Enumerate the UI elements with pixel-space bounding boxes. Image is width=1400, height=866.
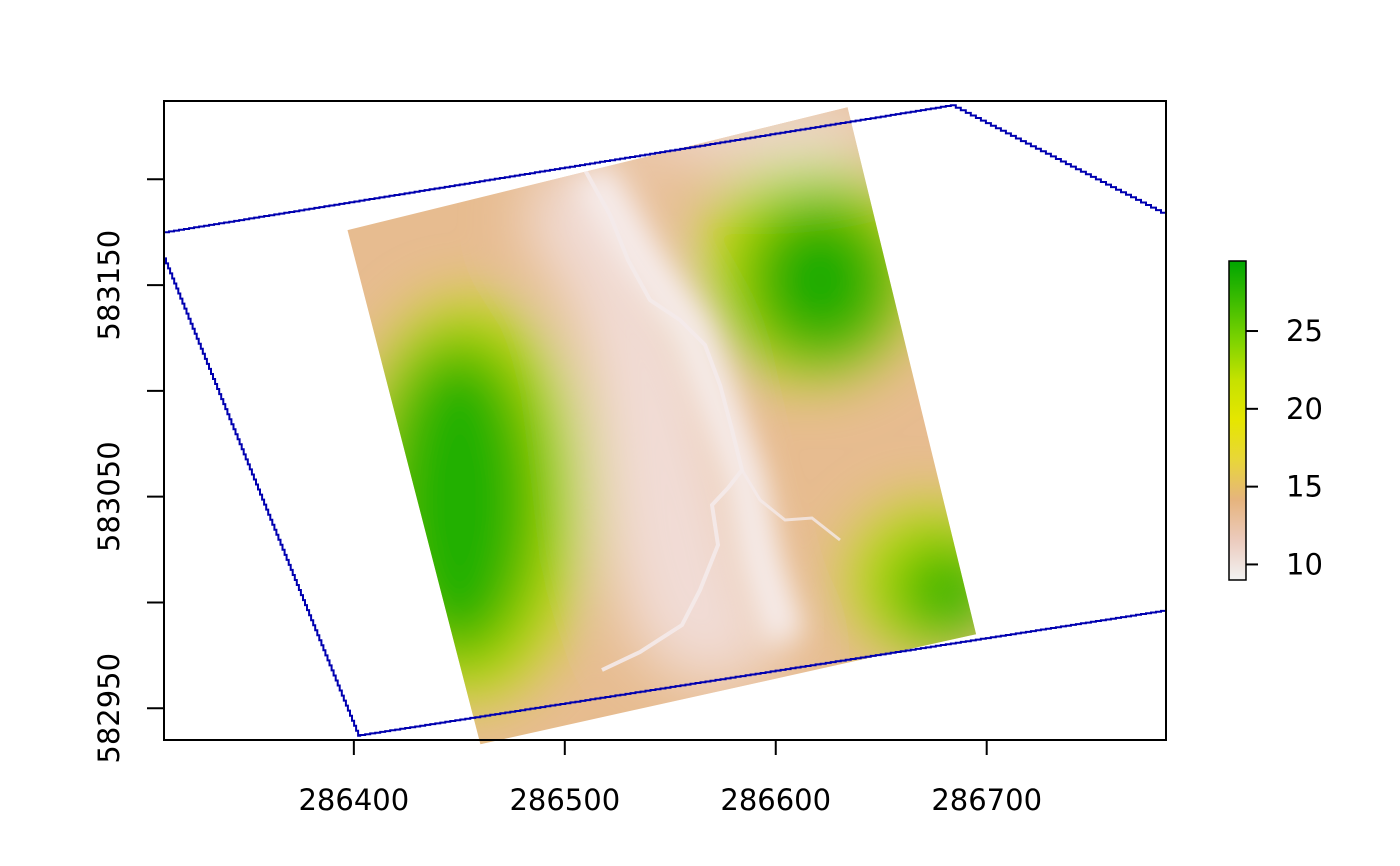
x-axis: 286400 286500 286600 286700 (298, 740, 1042, 817)
plot-frame (163, 100, 1167, 741)
raster-surface (347, 107, 977, 745)
legend-tick-label: 25 (1286, 314, 1323, 348)
y-tick-label: 582950 (92, 653, 126, 764)
legend-tick-label: 10 (1286, 547, 1323, 581)
legend-tick-label: 20 (1286, 392, 1323, 426)
legend-tick-label: 15 (1286, 470, 1323, 504)
y-axis: 582950 583050 583150 (92, 178, 164, 764)
outline-polygon (163, 104, 1167, 737)
y-tick-label: 583150 (92, 230, 126, 341)
x-tick-label: 286400 (298, 783, 409, 817)
x-tick-label: 286500 (509, 783, 620, 817)
x-tick-label: 286600 (720, 783, 831, 817)
color-legend: 10 15 20 25 (1228, 260, 1323, 581)
x-tick-label: 286700 (931, 783, 1042, 817)
legend-colorbar (1228, 260, 1247, 581)
y-tick-label: 583050 (92, 441, 126, 552)
